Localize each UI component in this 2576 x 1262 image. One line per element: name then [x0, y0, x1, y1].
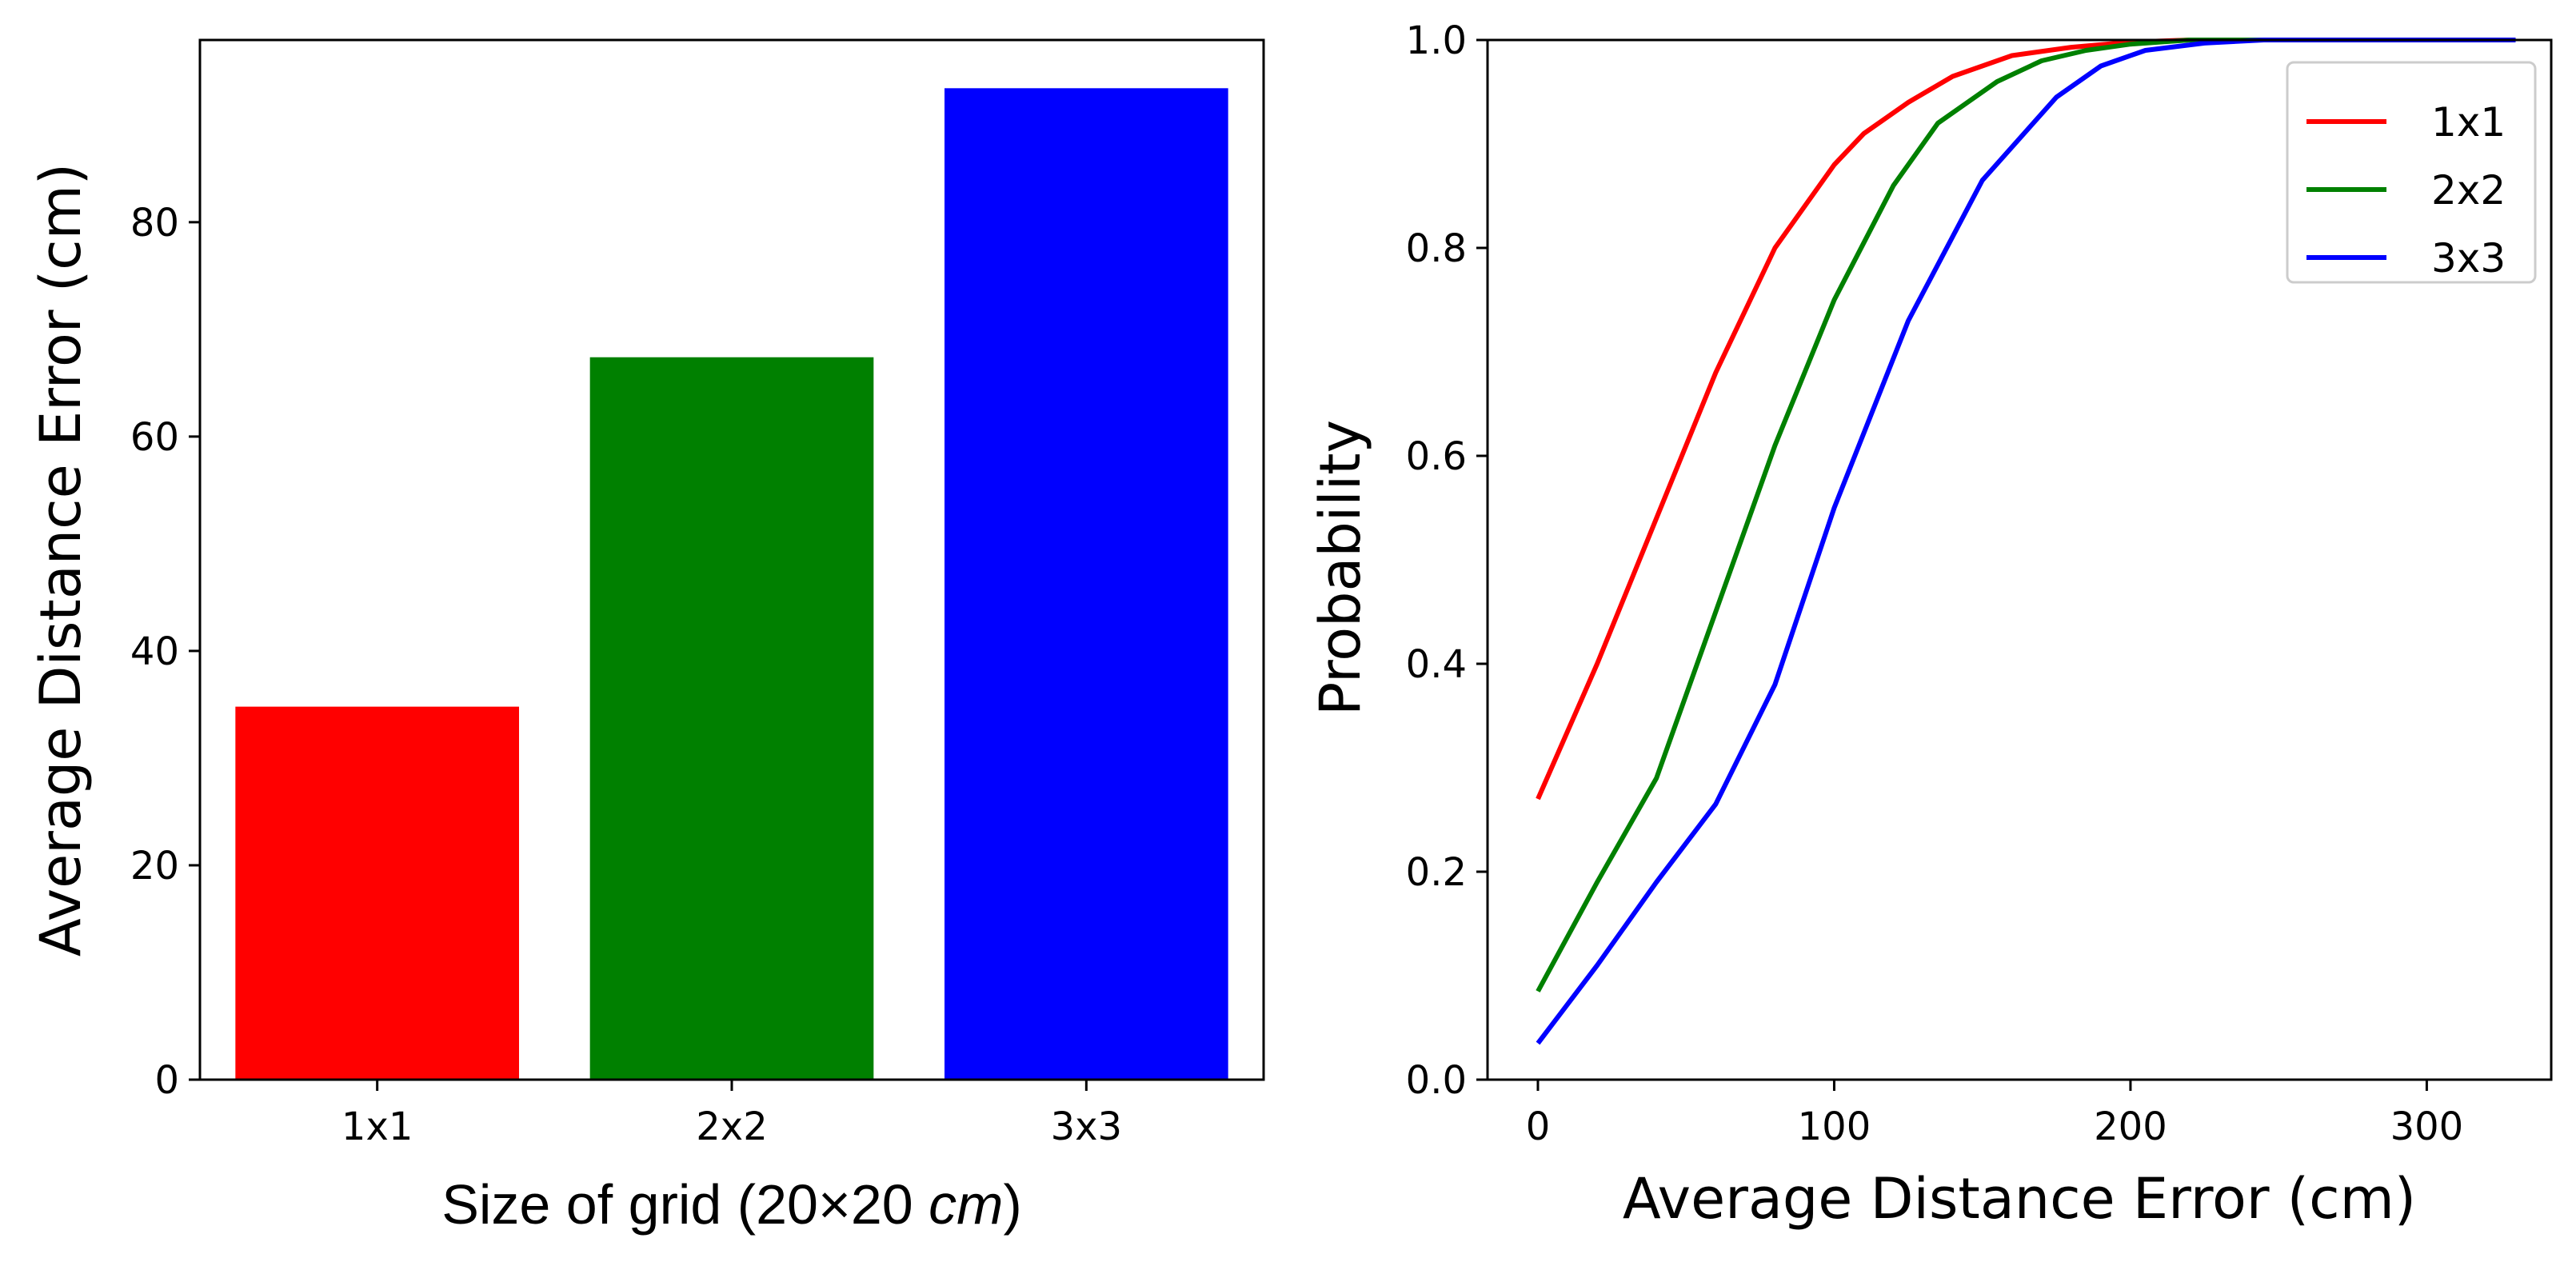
line-x-tick-label: 0 [1526, 1104, 1551, 1149]
line-y-tick-label: 0.0 [1406, 1058, 1467, 1103]
line-y-tick-label: 0.4 [1406, 642, 1467, 687]
line-chart-frame [1486, 38, 2553, 1081]
line-x-ticks: 0 100 200 300 [1526, 1080, 2464, 1149]
bar-x-axis-label: Size of grid (20×20 cm) [441, 1173, 1022, 1236]
bar-y-tick-label: 40 [130, 629, 179, 674]
bar-x-axis-label-prefix: Size of grid (20×20 [441, 1173, 929, 1236]
line-y-tick-label: 0.6 [1406, 434, 1467, 479]
series-line-2x2 [1536, 38, 2516, 992]
line-y-ticks: 0.0 0.2 0.4 0.6 0.8 1.0 [1406, 18, 1488, 1103]
legend-label-1x1: 1x1 [2431, 99, 2506, 146]
legend: 1x1 2x2 3x3 [2286, 61, 2537, 284]
line-y-tick-label: 0.2 [1406, 850, 1467, 895]
bar-x-tick-label: 2x2 [696, 1104, 767, 1149]
bar-2x2 [589, 357, 874, 1080]
bar-chart-panel: 0 20 40 60 80 1x1 2x2 3x3 Average Distance Err… [28, 38, 1265, 1236]
bar-x-ticks: 1x1 2x2 3x3 [341, 1080, 1122, 1149]
line-y-tick-label: 1.0 [1406, 18, 1467, 63]
bar-y-axis-label: Average Distance Error (cm) [28, 163, 94, 956]
legend-items: 1x1 2x2 3x3 [2306, 99, 2506, 282]
line-x-tick-label: 200 [2094, 1104, 2167, 1149]
line-x-axis-label: Average Distance Error (cm) [1623, 1166, 2416, 1232]
line-chart-panel: 0.0 0.2 0.4 0.6 0.8 1.0 0 100 200 300 Probabilit… [1308, 18, 2553, 1232]
legend-box [2286, 61, 2537, 284]
bar-x-tick-label: 1x1 [341, 1104, 413, 1149]
bar-x-axis-label-unit: cm [929, 1173, 1003, 1236]
bar-y-tick-label: 60 [130, 415, 179, 460]
bar-x-tick-label: 3x3 [1051, 1104, 1122, 1149]
line-x-tick-label: 100 [1798, 1104, 1871, 1149]
bar-3x3 [945, 88, 1228, 1080]
bar-y-tick-label: 0 [154, 1058, 179, 1103]
legend-label-2x2: 2x2 [2431, 167, 2506, 214]
line-y-axis-label: Probability [1308, 420, 1373, 716]
bar-x-axis-label-suffix: ) [1003, 1173, 1021, 1236]
bar-y-tick-label: 20 [130, 844, 179, 889]
bar-y-ticks: 0 20 40 60 80 [130, 201, 200, 1103]
line-y-tick-label: 0.8 [1406, 226, 1467, 271]
bar-1x1 [235, 706, 519, 1080]
line-x-tick-label: 300 [2390, 1104, 2464, 1149]
bar-y-tick-label: 80 [130, 201, 179, 246]
bar-marks [235, 88, 1228, 1080]
legend-label-3x3: 3x3 [2431, 235, 2506, 282]
